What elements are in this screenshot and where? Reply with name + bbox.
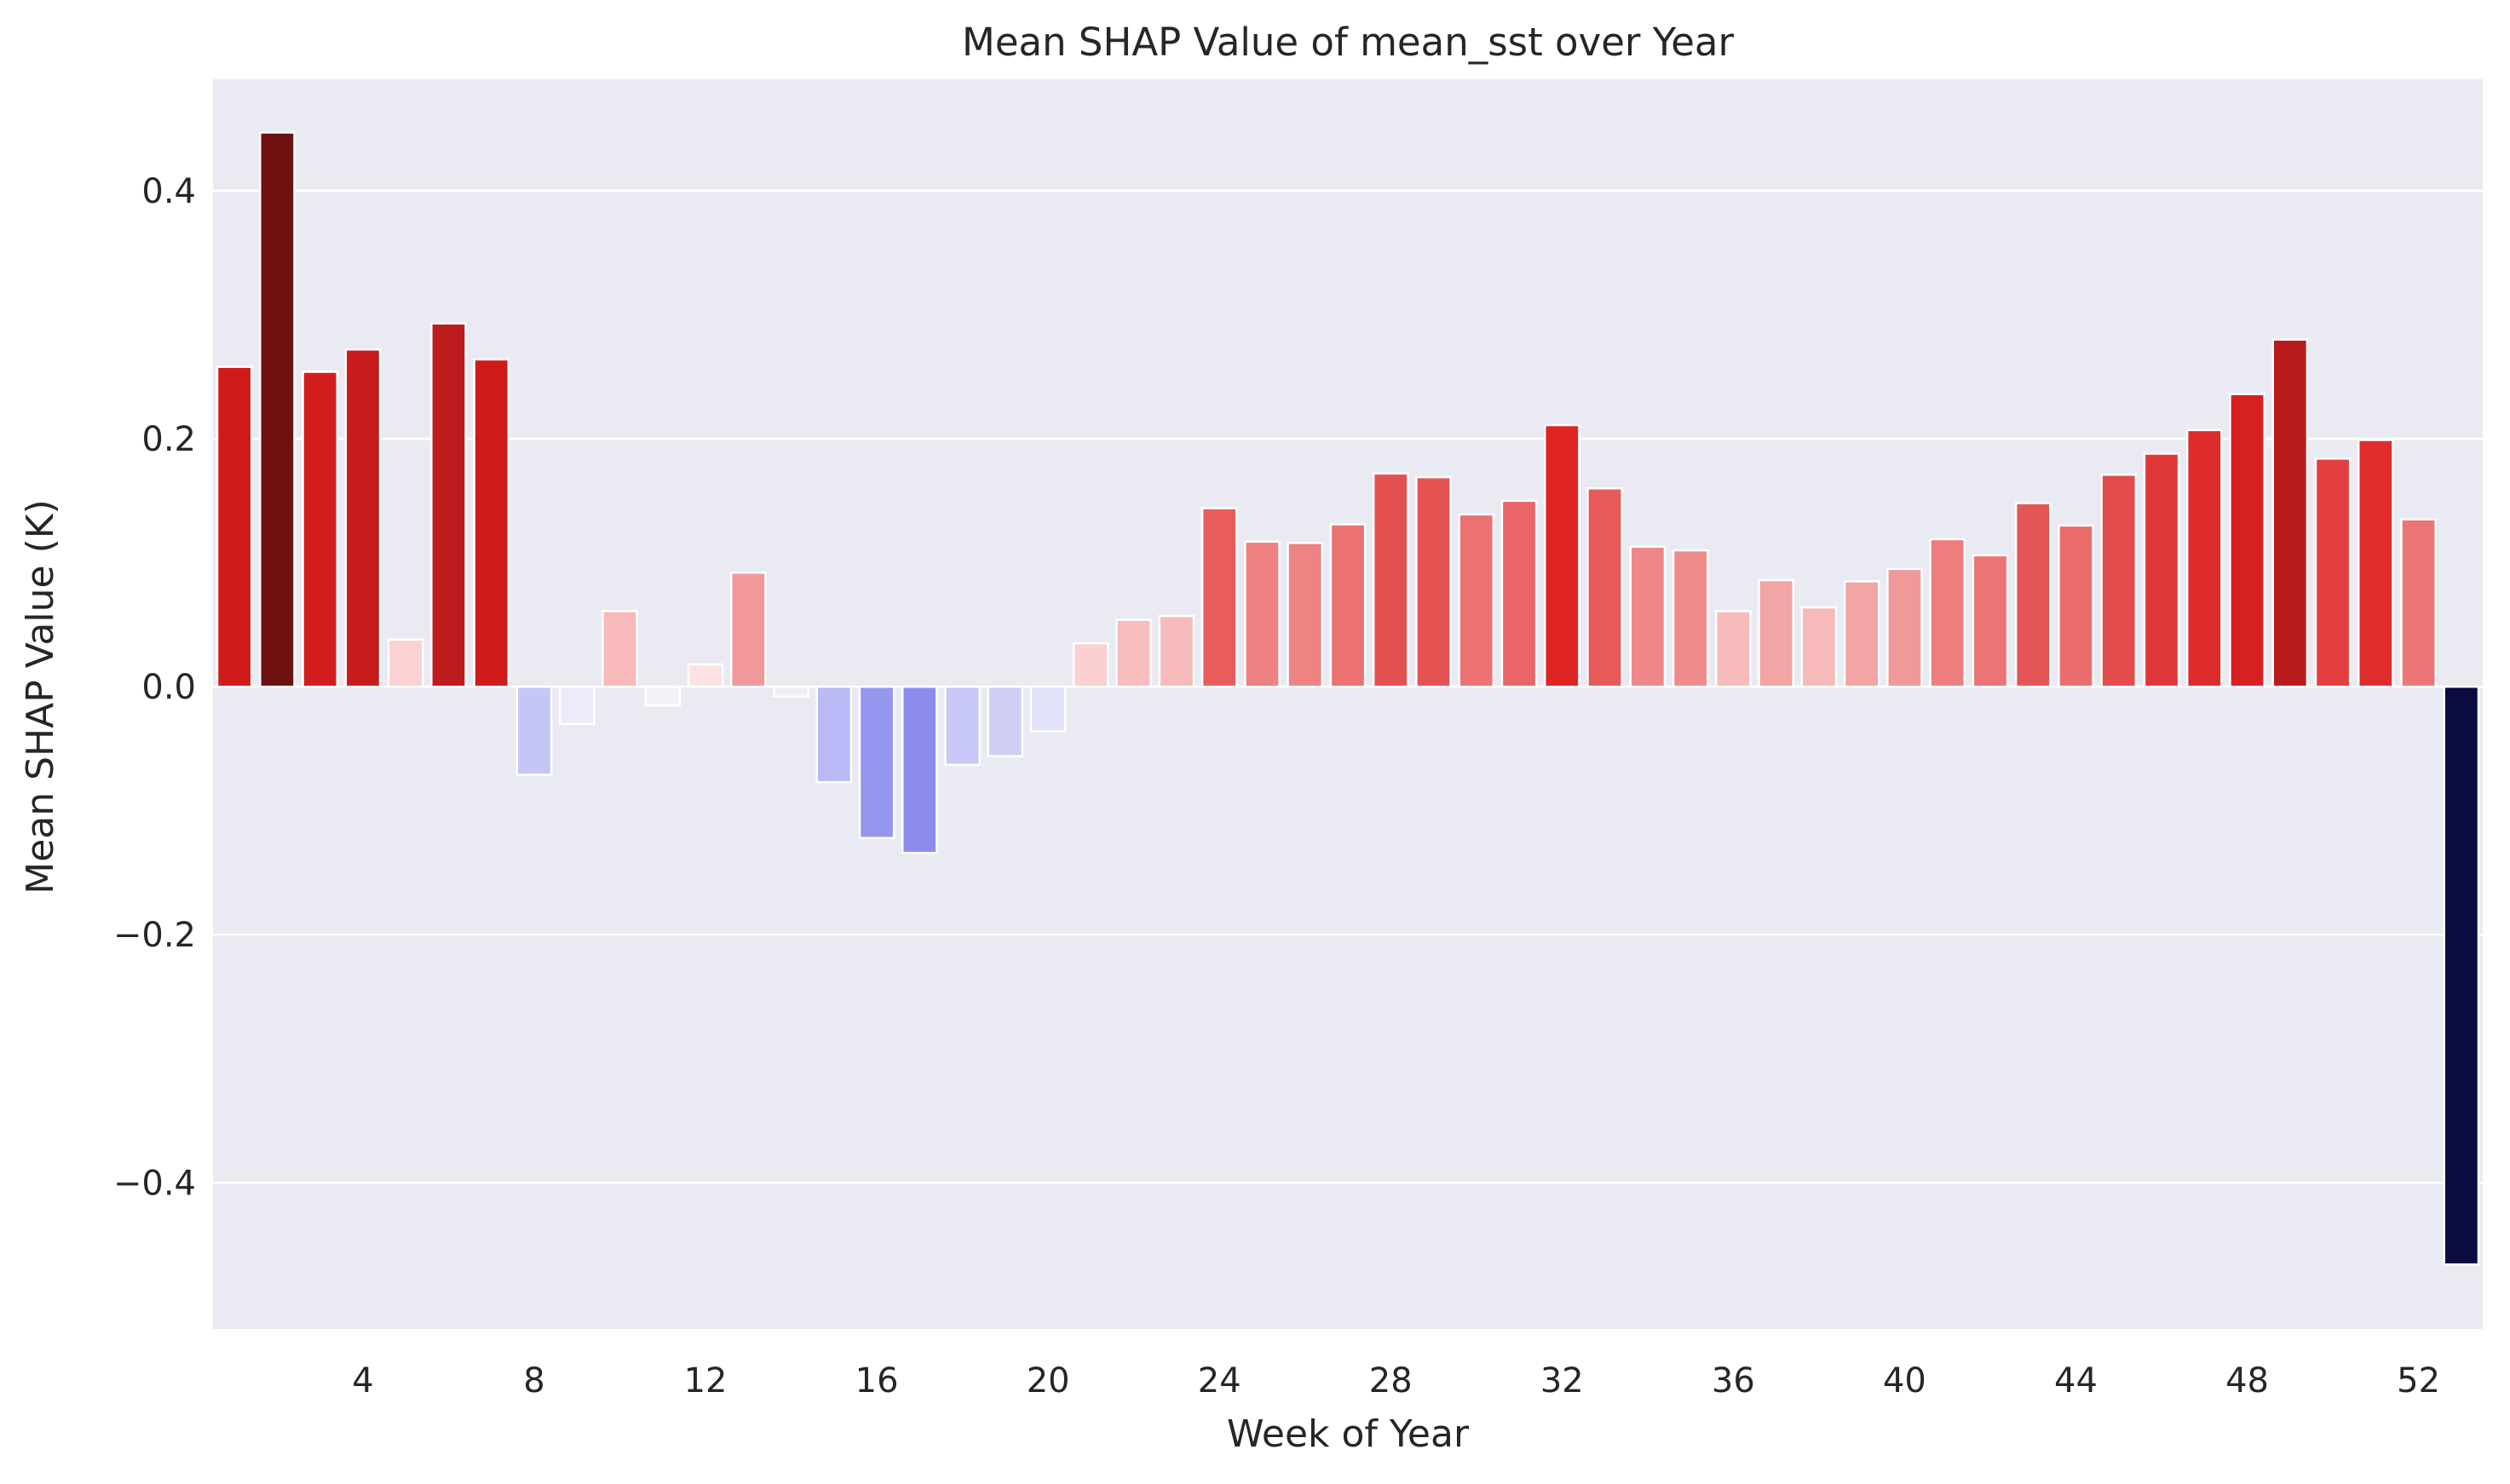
bar-week-46 [2143, 452, 2180, 688]
bar-week-10 [602, 610, 638, 688]
x-tick-label: 24 [1198, 1361, 1241, 1401]
bar-week-38 [1800, 606, 1838, 688]
bar-week-39 [1843, 580, 1880, 688]
bar-week-42 [1972, 554, 2009, 688]
y-tick-label: 0.4 [141, 172, 196, 211]
x-axis-label: Week of Year [1227, 1412, 1470, 1456]
x-tick-label: 36 [1712, 1361, 1755, 1401]
y-tick-label: 0.0 [141, 668, 196, 707]
bar-week-5 [387, 638, 424, 688]
bar-week-37 [1758, 578, 1794, 688]
bar-week-1 [216, 365, 253, 688]
bar-week-32 [1543, 423, 1580, 688]
chart-title: Mean SHAP Value of mean_sst over Year [962, 20, 1734, 65]
x-tick-label: 52 [2397, 1361, 2440, 1401]
bar-week-7 [473, 358, 510, 688]
bar-week-25 [1244, 540, 1281, 688]
x-tick-label: 12 [684, 1361, 728, 1401]
bar-week-3 [302, 371, 339, 688]
bars [216, 131, 2480, 1266]
bar-week-23 [1158, 614, 1195, 688]
bar-week-30 [1458, 513, 1495, 688]
x-tick-label: 8 [523, 1361, 544, 1401]
bar-week-47 [2185, 429, 2223, 688]
bar-week-24 [1200, 507, 1238, 688]
y-tick-labels: −0.4 −0.2 0.0 0.2 0.4 [113, 172, 196, 1203]
bar-week-26 [1287, 542, 1324, 688]
bar-week-27 [1329, 523, 1367, 688]
bar-week-31 [1500, 499, 1538, 688]
bar-week-43 [2014, 502, 2052, 688]
bar-week-4 [344, 348, 382, 688]
bar-week-49 [2271, 338, 2309, 688]
bar-week-28 [1372, 472, 1409, 688]
x-tick-label: 4 [352, 1361, 373, 1401]
bar-week-15 [815, 685, 853, 784]
x-tick-label: 48 [2225, 1361, 2269, 1401]
bar-week-36 [1715, 610, 1752, 688]
bar-week-34 [1629, 545, 1667, 688]
bar-week-20 [1029, 685, 1067, 733]
y-tick-label: 0.2 [141, 420, 196, 459]
bar-week-52 [2400, 518, 2437, 688]
x-tick-label: 20 [1027, 1361, 1070, 1401]
bar-week-16 [858, 685, 895, 839]
bar-week-8 [515, 685, 553, 776]
bar-week-18 [944, 685, 981, 767]
bar-week-6 [430, 322, 467, 688]
x-tick-label: 28 [1369, 1361, 1413, 1401]
x-tick-labels: 4 8 12 16 20 24 28 32 36 40 44 48 52 [352, 1361, 2440, 1401]
y-axis-label: Mean SHAP Value (K) [19, 499, 62, 894]
bar-week-50 [2314, 457, 2352, 688]
bar-week-12 [687, 663, 724, 688]
x-tick-label: 32 [1540, 1361, 1584, 1401]
bar-week-41 [1929, 538, 1966, 688]
bar-week-48 [2229, 393, 2265, 688]
x-tick-label: 16 [855, 1361, 899, 1401]
bar-week-40 [1886, 567, 1923, 688]
bar-week-53 [2443, 685, 2480, 1266]
x-tick-label: 44 [2054, 1361, 2098, 1401]
bar-week-29 [1415, 475, 1452, 688]
bar-week-35 [1672, 549, 1709, 688]
bar-week-33 [1586, 487, 1623, 688]
bar-week-51 [2357, 439, 2394, 688]
bar-week-19 [987, 685, 1024, 757]
bar-week-44 [2058, 524, 2094, 688]
bar-week-11 [644, 685, 682, 707]
bar-week-2 [259, 131, 296, 688]
x-tick-label: 40 [1883, 1361, 1926, 1401]
bar-week-9 [558, 685, 596, 726]
bar-week-14 [773, 685, 809, 699]
plot-area [213, 79, 2483, 1329]
bar-week-45 [2100, 474, 2138, 688]
bar-week-17 [901, 685, 938, 854]
bar-week-22 [1115, 618, 1153, 688]
bar-week-13 [729, 571, 767, 688]
bar-week-21 [1073, 641, 1109, 688]
y-tick-label: −0.4 [113, 1164, 196, 1203]
y-tick-label: −0.2 [113, 916, 196, 955]
